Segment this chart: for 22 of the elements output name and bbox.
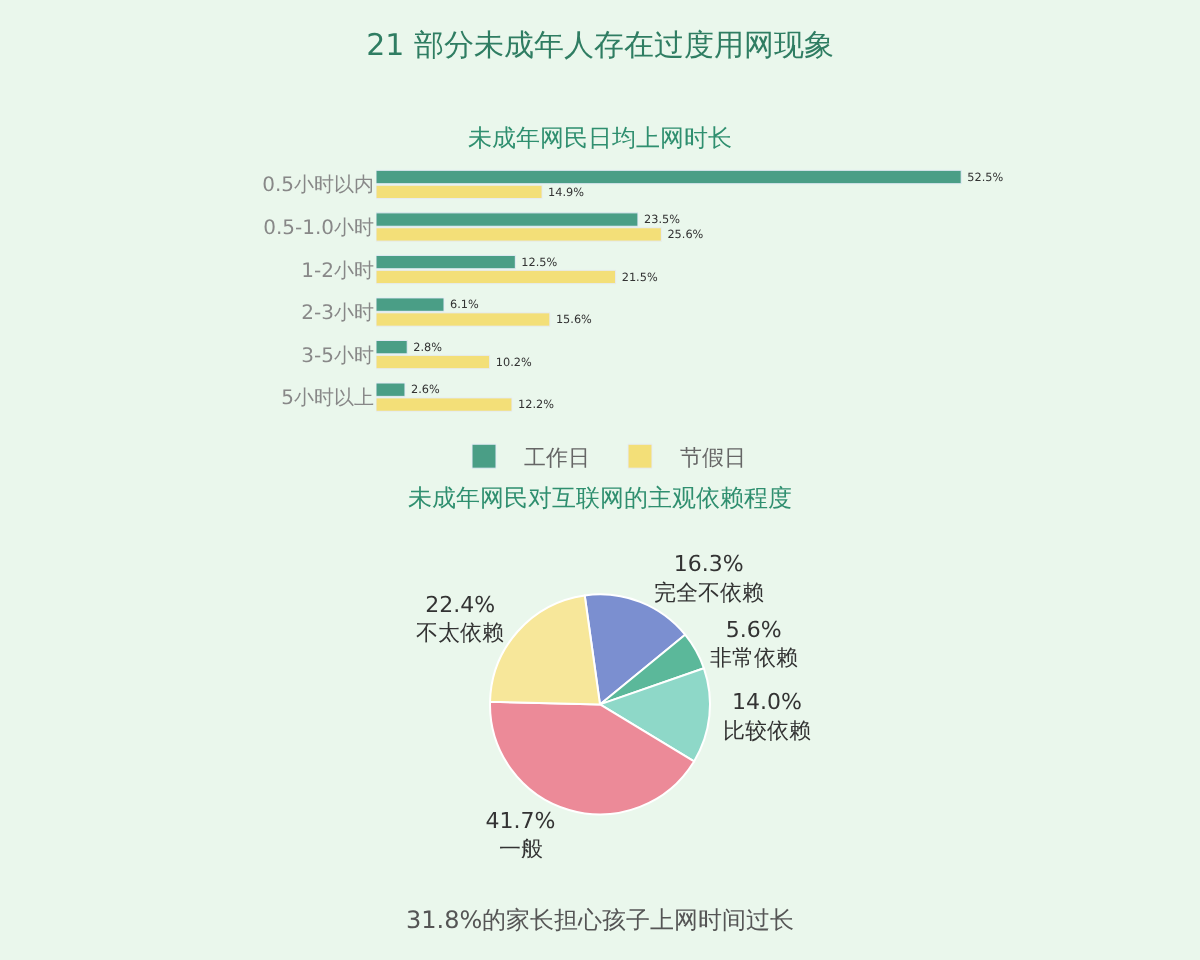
slice-label: 一般 — [498, 836, 543, 863]
data-label: 5.6% — [725, 616, 782, 643]
legend-label: 节假日 — [680, 444, 746, 471]
data-label: 16.3% — [673, 550, 744, 577]
slice-label: 非常依赖 — [709, 645, 798, 672]
y-tick-label: 0.5小时以内 — [262, 173, 374, 198]
slice-label: 比较依赖 — [723, 717, 812, 744]
chart-subtitle: 未成年网民日均上网时长 — [468, 124, 732, 152]
chart-title: 21 部分未成年人存在过度用网现象 — [366, 26, 834, 63]
slice-label: 完全不依赖 — [653, 579, 764, 606]
data-label: 41.7% — [485, 807, 556, 834]
y-tick-label: 3-5小时 — [301, 343, 374, 368]
slice-label: 不太依赖 — [416, 620, 505, 647]
y-tick-label: 5小时以上 — [281, 386, 374, 411]
y-tick-label: 2-3小时 — [301, 301, 374, 326]
y-tick-label: 1-2小时 — [301, 258, 374, 283]
text: 31.8%的家长担心孩子上网时间过长 — [406, 906, 795, 934]
chart-title: 未成年网民对互联网的主观依赖程度 — [408, 484, 792, 512]
y-tick-label: 0.5-1.0小时 — [263, 216, 374, 240]
legend-label: 工作日 — [524, 444, 590, 471]
data-label: 22.4% — [425, 591, 496, 618]
data-label: 14.0% — [732, 688, 802, 715]
